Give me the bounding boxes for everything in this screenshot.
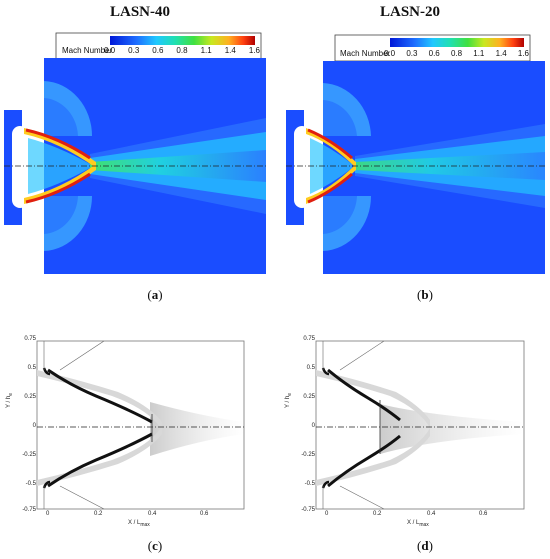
legend-tick: 0.0 — [104, 46, 116, 55]
xtick: 0.4 — [148, 511, 157, 517]
xtick: 0.6 — [200, 511, 209, 517]
legend-tick: 1.4 — [495, 49, 507, 58]
ytick: -0.25 — [301, 452, 315, 458]
ylabel-sub: e — [287, 392, 294, 396]
legend-tick: 0.0 — [384, 49, 396, 58]
legend-tick: 0.3 — [406, 49, 418, 58]
legend-tick: 0.8 — [176, 46, 188, 55]
xtick: 0.2 — [94, 511, 103, 517]
legend-tick: 1.1 — [200, 46, 212, 55]
mach-colorbar-b — [390, 38, 524, 47]
ytick: 0.25 — [303, 394, 315, 400]
legend-tick: 1.6 — [248, 46, 260, 55]
schlieren-plots — [36, 340, 525, 510]
caption-d: (d) — [417, 538, 433, 553]
mach-colorbar — [110, 36, 255, 45]
caption-d-letter: d — [421, 538, 429, 553]
mach-legend-label: Mach Number — [62, 46, 113, 55]
legend-tick: 0.8 — [450, 49, 463, 58]
legend-tick: 1.6 — [517, 49, 529, 58]
mach-legend-ticks-b: 0.0 0.3 0.6 0.8 1.1 1.4 1.6 — [384, 49, 529, 58]
legend-tick: 0.6 — [152, 46, 164, 55]
ytick: 0.25 — [24, 394, 36, 400]
panel-a-title: LASN-40 — [109, 4, 170, 20]
xlabel-sub: max — [419, 522, 429, 529]
ytick: 0.5 — [27, 365, 36, 371]
caption-c: (c) — [147, 538, 163, 553]
panel-a-contour — [4, 32, 266, 274]
ylabel-text: Y / h — [285, 395, 291, 408]
xtick: 0.2 — [373, 511, 382, 517]
mach-legend-label-b: Mach Number — [340, 49, 391, 58]
legend-tick: 1.4 — [224, 46, 236, 55]
panel-d-xticks: 0 0.2 0.4 0.6 — [319, 511, 519, 521]
ytick: 0 — [32, 423, 36, 429]
caption-b-letter: b — [421, 287, 429, 302]
panel-d-xlabel: X / Lmax — [407, 520, 429, 528]
ytick: -0.75 — [301, 507, 315, 513]
ytick: 0.75 — [24, 336, 36, 342]
caption-c-letter: c — [152, 538, 158, 553]
xlabel-sub: max — [140, 522, 150, 529]
mach-contour-plots — [4, 32, 545, 274]
ytick: -0.25 — [22, 452, 36, 458]
ylabel-sub: e — [8, 392, 15, 396]
ytick: -0.5 — [304, 481, 315, 487]
panel-b-contour — [286, 34, 545, 274]
xlabel-text: X / L — [407, 520, 420, 526]
xtick: 0 — [46, 511, 50, 517]
legend-tick: 0.3 — [128, 46, 140, 55]
panel-d-schlieren — [315, 340, 525, 510]
ytick: 0 — [311, 423, 315, 429]
legend-tick: 0.6 — [428, 49, 440, 58]
ylabel-text: Y / h — [6, 395, 12, 408]
legend-tick: 1.1 — [473, 49, 485, 58]
xtick: 0.6 — [479, 511, 488, 517]
ytick: 0.75 — [303, 336, 315, 342]
mach-legend-ticks: 0.0 0.3 0.6 0.8 1.1 1.4 1.6 — [104, 46, 260, 55]
panel-c-xticks: 0 0.2 0.4 0.6 — [40, 511, 240, 521]
panel-c-xlabel: X / Lmax — [128, 520, 150, 528]
panel-d-ylabel: Y / he — [285, 393, 293, 408]
panel-c-schlieren — [36, 340, 245, 510]
panel-c-ylabel: Y / he — [6, 393, 14, 408]
panel-b-title: LASN-20 — [379, 4, 440, 20]
ytick: 0.5 — [306, 365, 315, 371]
panel-d-yticks: 0.75 0.5 0.25 0 -0.25 -0.5 -0.75 — [299, 336, 315, 514]
ytick: -0.5 — [25, 481, 36, 487]
caption-a-letter: a — [151, 287, 159, 302]
xtick: 0.4 — [427, 511, 436, 517]
xtick: 0 — [325, 511, 329, 517]
xlabel-text: X / L — [128, 520, 141, 526]
ytick: -0.75 — [22, 507, 36, 513]
caption-b: (b) — [417, 287, 433, 302]
caption-a: (a) — [147, 287, 163, 302]
panel-c-yticks: 0.75 0.5 0.25 0 -0.25 -0.5 -0.75 — [20, 336, 36, 514]
